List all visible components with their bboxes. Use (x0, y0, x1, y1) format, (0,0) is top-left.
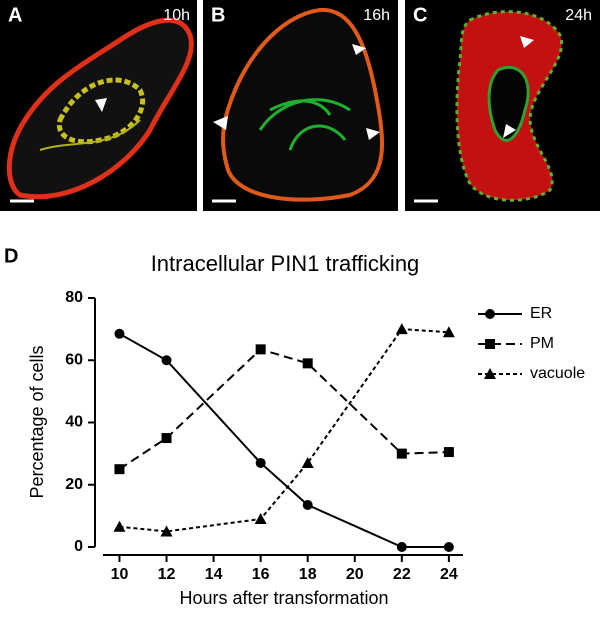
y-tick-label: 40 (65, 414, 83, 431)
series-line (119, 328, 449, 533)
data-point (396, 448, 407, 459)
data-point (396, 542, 407, 552)
data-point (443, 447, 454, 458)
x-axis-label: Hours after transformation (179, 588, 388, 608)
time-label: 10h (163, 7, 190, 24)
time-label: 24h (565, 7, 592, 24)
legend-label: PM (530, 335, 554, 352)
legend-marker (484, 368, 496, 379)
data-point (161, 433, 172, 444)
x-tick-label: 12 (158, 566, 176, 583)
data-point (443, 542, 454, 552)
micrograph-c: C 24h (405, 0, 600, 211)
data-point (113, 520, 126, 532)
y-tick-label: 0 (74, 538, 83, 555)
panel-label: B (211, 4, 225, 26)
panel-label: C (413, 4, 427, 26)
data-point (395, 323, 408, 335)
x-tick-label: 22 (393, 566, 411, 583)
micrograph-b: B 16h (203, 0, 398, 211)
x-tick-label: 24 (440, 566, 458, 583)
x-tick-label: 16 (252, 566, 270, 583)
series-line (118, 348, 449, 471)
data-point (161, 355, 172, 366)
x-tick-label: 20 (346, 566, 364, 583)
y-axis-label: Percentage of cells (27, 345, 47, 498)
data-point (254, 512, 267, 524)
legend-marker (485, 339, 495, 349)
legend-label: ER (530, 305, 552, 322)
y-tick-label: 20 (65, 476, 83, 493)
series-line (118, 332, 449, 548)
data-point (160, 525, 173, 537)
chart-title: Intracellular PIN1 trafficking (151, 251, 420, 276)
x-tick-label: 14 (205, 566, 223, 583)
data-point (302, 358, 313, 369)
x-tick-label: 10 (111, 566, 129, 583)
data-point (114, 328, 125, 339)
legend-label: vacuole (530, 365, 585, 382)
data-point (255, 344, 266, 355)
micrograph-a: A 10h (0, 0, 197, 211)
data-point (302, 499, 313, 510)
time-label: 16h (363, 7, 390, 24)
panel-label: A (8, 4, 22, 26)
data-point (301, 456, 314, 468)
legend-marker (485, 309, 495, 319)
data-point (442, 326, 455, 338)
y-tick-label: 60 (65, 351, 83, 368)
y-tick-label: 80 (65, 289, 83, 306)
data-point (255, 457, 266, 468)
x-tick-label: 18 (299, 566, 317, 583)
data-point (114, 464, 125, 475)
panel-label: D (4, 245, 18, 267)
